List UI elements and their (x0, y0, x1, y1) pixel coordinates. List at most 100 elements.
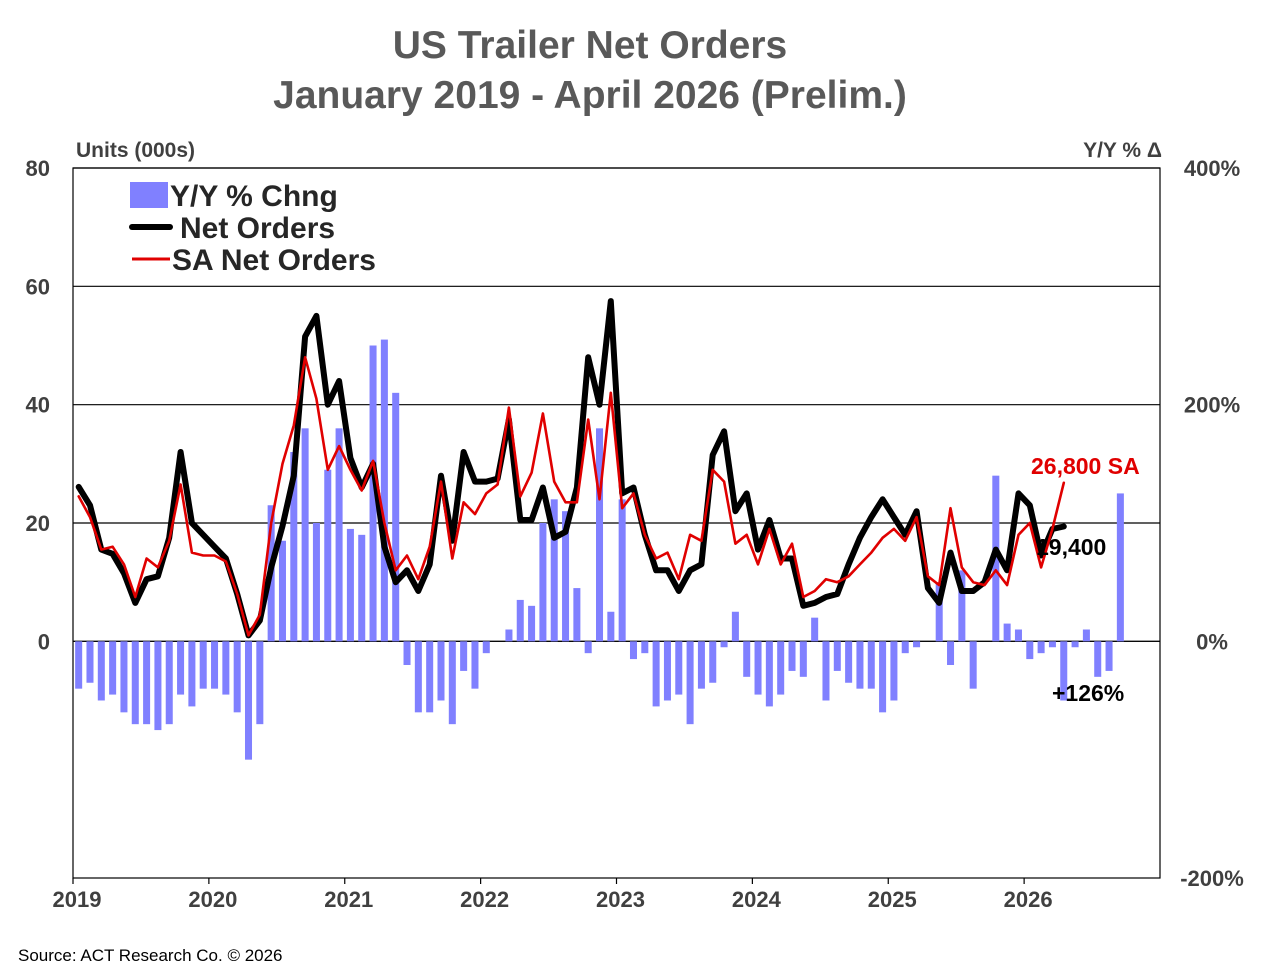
left-axis-ticks: 0 20 40 60 80 (26, 156, 50, 654)
right-tick-label: -200% (1180, 866, 1244, 891)
yoy-bar (460, 641, 468, 671)
yoy-bar (471, 641, 479, 689)
yoy-bar (765, 641, 773, 707)
x-axis-ticks: 2019 2020 2021 2022 2023 2024 2025 2026 (53, 878, 1053, 912)
yoy-bar (697, 641, 705, 689)
yoy-bar (233, 641, 241, 713)
yoy-bar (403, 641, 411, 665)
left-tick-label: 20 (26, 511, 50, 536)
right-tick-label: 0% (1196, 629, 1228, 654)
yoy-bar (607, 611, 615, 642)
yoy-bar (856, 641, 864, 689)
yoy-bar (969, 641, 977, 689)
yoy-bar (1003, 623, 1011, 642)
yoy-bar (86, 641, 94, 683)
series-lines (75, 298, 1067, 639)
legend-swatch-yoy (130, 182, 168, 208)
x-tick-label: 2026 (1004, 887, 1053, 912)
yoy-bar (335, 428, 343, 642)
yoy-bar (550, 499, 558, 642)
yoy-bar (913, 641, 921, 648)
yoy-bar (584, 641, 592, 654)
yoy-bar (346, 528, 354, 642)
yoy-bar (720, 641, 728, 648)
net-orders-line (75, 298, 1067, 639)
yoy-bar (75, 641, 83, 689)
yoy-bar (143, 641, 151, 725)
yoy-bar (528, 605, 536, 642)
left-tick-label: 60 (26, 274, 50, 299)
yoy-bar (1037, 641, 1045, 654)
x-tick-label: 2024 (732, 887, 782, 912)
x-tick-label: 2021 (324, 887, 373, 912)
yoy-bar (278, 540, 286, 642)
yoy-bar (358, 534, 366, 642)
annotation-yoy-value: +126% (1052, 680, 1124, 706)
x-tick-label: 2022 (460, 887, 509, 912)
yoy-bar (833, 641, 841, 671)
yoy-bar (935, 582, 943, 642)
right-tick-label: 200% (1184, 393, 1240, 418)
yoy-bar (641, 641, 649, 654)
yoy-bar (1116, 493, 1124, 642)
yoy-bar (1048, 641, 1056, 648)
yoy-bar (392, 392, 400, 642)
yoy-bar (1094, 641, 1102, 677)
yoy-bar (788, 641, 796, 671)
yoy-bar (437, 641, 445, 701)
annotation-net-value: 19,400 (1036, 534, 1106, 560)
yoy-bar (879, 641, 887, 713)
yoy-bar (505, 629, 513, 642)
yoy-bar (109, 641, 117, 695)
yoy-bar (380, 339, 388, 642)
chart-title-line1: US Trailer Net Orders (393, 24, 788, 67)
yoy-bar (244, 641, 253, 760)
annotation-sa-value: 26,800 SA (1031, 453, 1140, 479)
yoy-bar (290, 452, 298, 642)
yoy-bar (516, 599, 524, 642)
x-tick-label: 2019 (53, 887, 102, 912)
yoy-bar (901, 641, 909, 654)
yoy-bar (1014, 629, 1022, 642)
yoy-bar (177, 641, 185, 695)
yoy-bar (1105, 641, 1113, 671)
x-tick-label: 2025 (868, 887, 917, 912)
yoy-bar (188, 641, 196, 707)
yoy-bar (539, 523, 547, 642)
right-axis-title: Y/Y % Δ (1083, 139, 1162, 162)
yoy-bar (131, 641, 139, 725)
yoy-bar (414, 641, 422, 713)
yoy-bar (154, 641, 162, 731)
yoy-bar (799, 641, 807, 677)
left-tick-label: 0 (38, 629, 50, 654)
left-tick-label: 40 (26, 393, 50, 418)
yoy-bar (165, 641, 173, 725)
yoy-bar (369, 345, 377, 642)
yoy-bars (75, 339, 1124, 760)
yoy-bar (573, 588, 581, 642)
yoy-bar (1026, 641, 1034, 660)
yoy-bar (663, 641, 671, 701)
left-axis-title: Units (000s) (76, 139, 195, 162)
yoy-bar (845, 641, 853, 683)
yoy-bar (426, 641, 434, 713)
left-tick-label: 80 (26, 156, 50, 181)
x-tick-label: 2023 (596, 887, 645, 912)
yoy-bar (120, 641, 128, 713)
yoy-bar (1060, 641, 1068, 701)
yoy-bar (1082, 629, 1090, 642)
yoy-bar (448, 641, 456, 725)
chart-title-line2: January 2019 - April 2026 (Prelim.) (273, 74, 907, 117)
yoy-bar (743, 641, 751, 677)
yoy-bar (618, 499, 626, 642)
legend-label-sa: SA Net Orders (172, 244, 376, 277)
yoy-bar (777, 641, 785, 695)
yoy-bar (686, 641, 694, 725)
yoy-bar (811, 617, 819, 642)
yoy-bar (754, 641, 762, 695)
yoy-bar (822, 641, 830, 701)
yoy-bar (675, 641, 683, 695)
yoy-bar (958, 570, 966, 642)
